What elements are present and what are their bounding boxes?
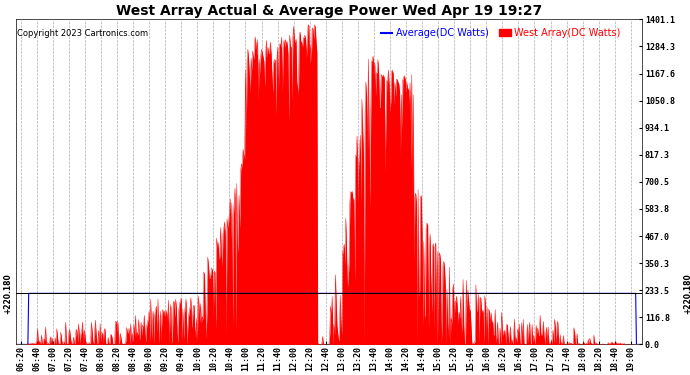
Legend: Average(DC Watts), West Array(DC Watts): Average(DC Watts), West Array(DC Watts): [377, 24, 624, 42]
Title: West Array Actual & Average Power Wed Apr 19 19:27: West Array Actual & Average Power Wed Ap…: [116, 4, 542, 18]
Text: +220.180: +220.180: [3, 273, 12, 314]
Text: Copyright 2023 Cartronics.com: Copyright 2023 Cartronics.com: [17, 29, 148, 38]
Text: +220.180: +220.180: [683, 273, 690, 314]
